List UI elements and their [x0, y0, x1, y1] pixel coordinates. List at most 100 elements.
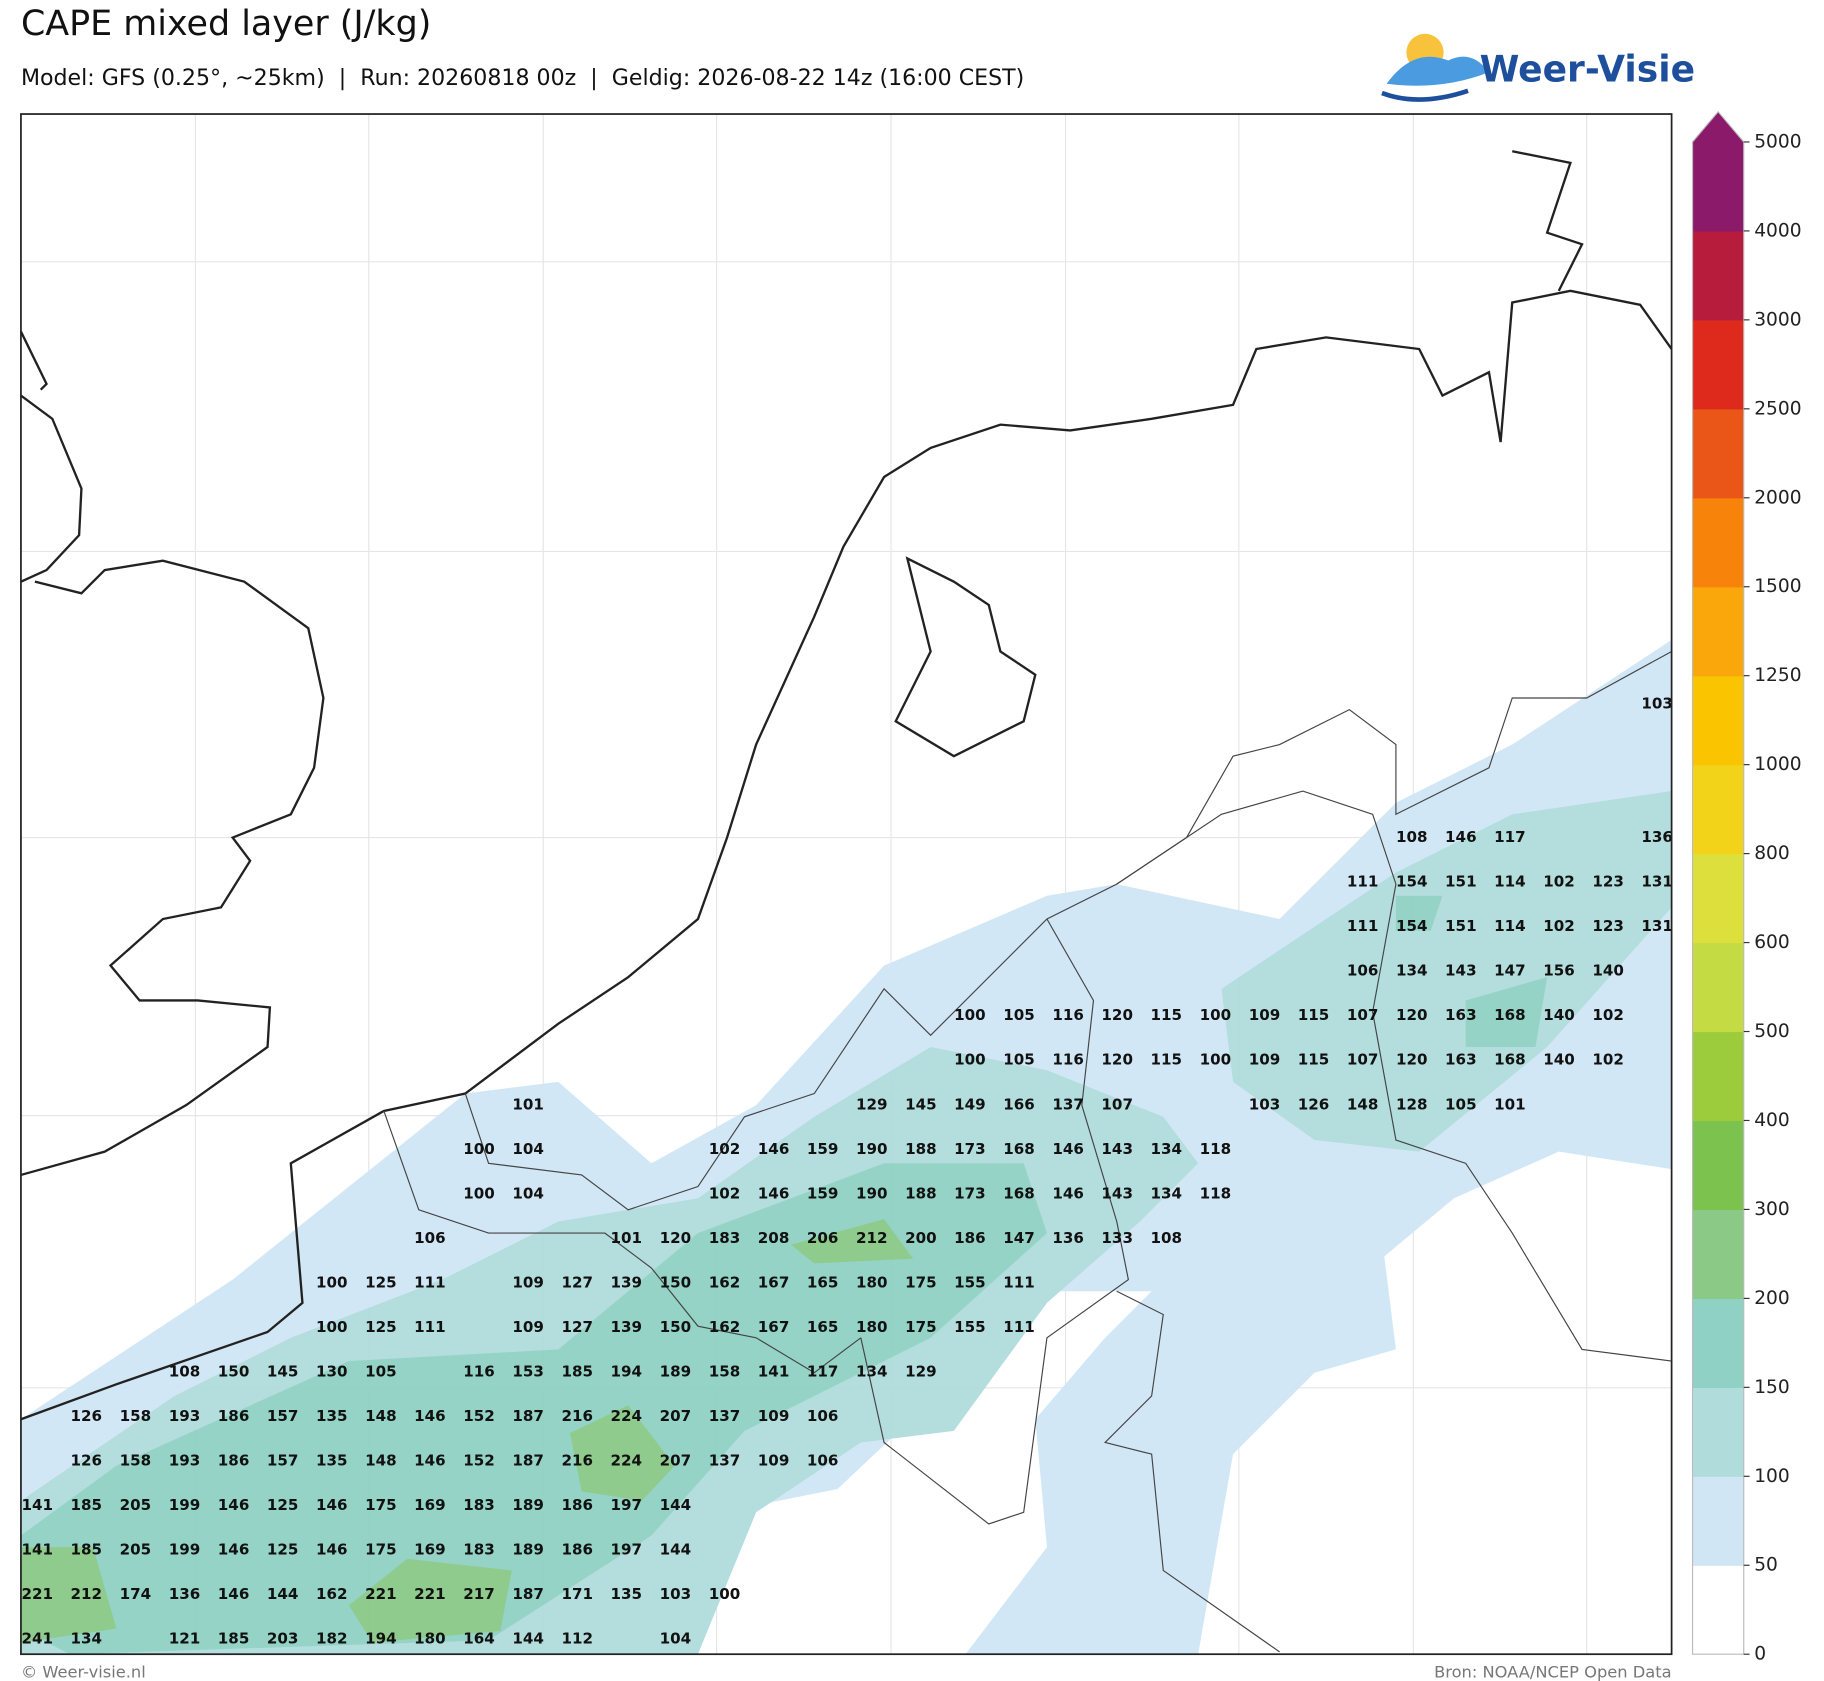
cape-value: 117 [807, 1362, 839, 1380]
cape-value: 171 [561, 1585, 593, 1603]
cape-value: 105 [1445, 1095, 1477, 1113]
cape-value: 199 [169, 1541, 201, 1559]
colorbar-band [1692, 1031, 1744, 1122]
cape-value: 125 [365, 1318, 397, 1336]
cape-value: 165 [807, 1318, 839, 1336]
cape-value: 106 [807, 1407, 839, 1425]
cape-value: 217 [463, 1585, 495, 1603]
cape-value: 101 [1494, 1095, 1526, 1113]
cape-value: 186 [561, 1541, 593, 1559]
cape-value: 180 [856, 1273, 888, 1291]
cape-value: 152 [463, 1407, 495, 1425]
cape-value: 126 [1298, 1095, 1330, 1113]
cape-value: 104 [660, 1630, 692, 1648]
cape-value: 129 [905, 1362, 937, 1380]
cape-value: 212 [71, 1585, 103, 1603]
cape-value: 141 [21, 1496, 53, 1514]
cape-value: 145 [267, 1362, 299, 1380]
cape-value: 207 [660, 1407, 692, 1425]
cape-value: 120 [1396, 1006, 1428, 1024]
cape-value: 125 [267, 1541, 299, 1559]
cape-value: 118 [1200, 1184, 1232, 1202]
cape-value: 186 [954, 1229, 986, 1247]
cape-value: 106 [1347, 962, 1379, 980]
cape-value: 186 [218, 1452, 250, 1470]
cape-value: 146 [414, 1407, 446, 1425]
cape-value: 193 [169, 1407, 201, 1425]
colorbar-extend [1692, 111, 1744, 142]
cape-value: 109 [758, 1452, 790, 1470]
cape-value: 190 [856, 1184, 888, 1202]
footer-right: Bron: NOAA/NCEP Open Data [1434, 1662, 1672, 1681]
colorbar-band [1692, 1476, 1744, 1566]
cape-value: 111 [1003, 1318, 1035, 1336]
cape-value: 150 [660, 1318, 692, 1336]
cape-value: 168 [1494, 1006, 1526, 1024]
cape-value: 134 [856, 1362, 888, 1380]
cape-value: 140 [1592, 962, 1624, 980]
colorbar-tick-label: 1000 [1754, 754, 1801, 775]
cape-value: 100 [954, 1006, 986, 1024]
cape-value: 221 [365, 1585, 397, 1603]
cape-value: 183 [709, 1229, 741, 1247]
cape-value: 139 [611, 1273, 643, 1291]
cape-value: 193 [169, 1452, 201, 1470]
cape-value: 199 [169, 1496, 201, 1514]
cape-value: 149 [954, 1095, 986, 1113]
cape-value: 158 [709, 1362, 741, 1380]
cape-value: 182 [316, 1630, 348, 1648]
cape-value: 146 [218, 1496, 250, 1514]
colorbar-band [1692, 497, 1744, 588]
cape-value: 120 [1101, 1006, 1133, 1024]
colorbar-tick-label: 0 [1754, 1644, 1766, 1665]
cape-value: 108 [169, 1362, 201, 1380]
cape-value: 212 [856, 1229, 888, 1247]
cape-value: 185 [561, 1362, 593, 1380]
cape-value: 221 [21, 1585, 53, 1603]
cape-value: 162 [709, 1318, 741, 1336]
colorbar: 0 50 100 150 200 300 400 500 600 800 1000 1250 1500 2… [1691, 110, 1802, 1665]
cape-value: 120 [660, 1229, 692, 1247]
cape-value: 111 [1003, 1273, 1035, 1291]
cape-value: 159 [807, 1140, 839, 1158]
cape-value: 116 [1052, 1051, 1084, 1069]
cape-value: 169 [414, 1496, 446, 1514]
cape-value: 103 [1249, 1095, 1281, 1113]
cape-value: 154 [1396, 873, 1428, 891]
cape-value: 157 [267, 1407, 299, 1425]
cape-value: 123 [1592, 873, 1624, 891]
title: CAPE mixed layer (J/kg) [21, 4, 431, 44]
cape-value: 146 [218, 1541, 250, 1559]
cape-value: 136 [1052, 1229, 1084, 1247]
cape-value: 115 [1298, 1006, 1330, 1024]
cape-value: 108 [1151, 1229, 1183, 1247]
cape-value: 174 [120, 1585, 152, 1603]
cape-value: 143 [1101, 1140, 1133, 1158]
cape-value: 158 [120, 1452, 152, 1470]
cape-value: 157 [267, 1452, 299, 1470]
colorbar-tick-label: 500 [1754, 1021, 1790, 1042]
cape-value: 109 [1249, 1051, 1281, 1069]
cape-value: 144 [267, 1585, 299, 1603]
colorbar-tick-label: 1500 [1754, 576, 1801, 597]
cape-value: 148 [365, 1452, 397, 1470]
colorbar-tick-label: 150 [1754, 1377, 1790, 1398]
cape-value: 144 [660, 1541, 692, 1559]
cape-value: 140 [1543, 1051, 1575, 1069]
cape-value: 189 [512, 1496, 544, 1514]
colorbar-tick-label: 400 [1754, 1110, 1790, 1131]
map-area: 103 108 146 117 136 111 154 151 114 102 123 131 111 1… [19, 113, 1673, 1656]
cape-value: 150 [218, 1362, 250, 1380]
cape-value: 207 [660, 1452, 692, 1470]
cape-value: 121 [169, 1630, 201, 1648]
cape-value: 101 [512, 1095, 544, 1113]
cape-value: 143 [1101, 1184, 1133, 1202]
colorbar-tick-label: 200 [1754, 1288, 1790, 1309]
cape-value: 144 [660, 1496, 692, 1514]
cape-value: 146 [1052, 1184, 1084, 1202]
cape-value: 187 [512, 1407, 544, 1425]
cape-value: 197 [611, 1541, 643, 1559]
cape-value: 129 [856, 1095, 888, 1113]
cape-value: 126 [71, 1407, 103, 1425]
cape-value: 101 [611, 1229, 643, 1247]
